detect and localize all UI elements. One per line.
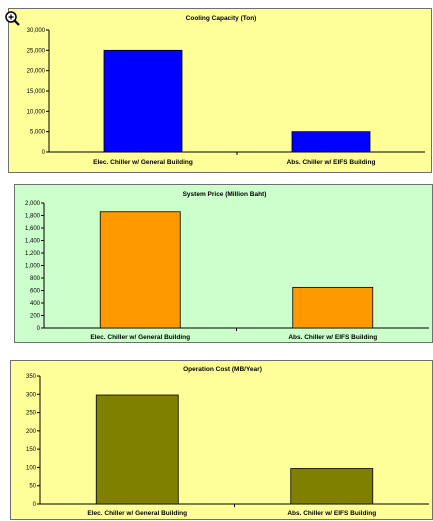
system-price-y-tick-label: 400 — [30, 301, 41, 307]
cooling-capacity-bar-abs-chiller — [291, 131, 371, 153]
cooling-capacity-y-tick-label: 0 — [42, 150, 46, 156]
system-price-y-tick-label: 1,000 — [25, 264, 41, 270]
system-price-bar-elec-chiller — [99, 211, 181, 329]
operation-cost-category-label: Elec. Chiller w/ General Building — [87, 510, 187, 517]
system-price-y-tick-label: 600 — [30, 289, 41, 295]
cooling-capacity-bar-elec-chiller — [103, 49, 183, 153]
operation-cost-y-tick-label: 50 — [29, 484, 36, 490]
cooling-capacity-category-label: Elec. Chiller w/ General Building — [93, 159, 193, 166]
operation-cost-y-tick-label: 350 — [26, 374, 37, 380]
cooling-capacity-y-tick-label: 30,000 — [27, 28, 46, 34]
operation-cost-category-label: Abs. Chiller w/ EIFS Building — [287, 510, 376, 517]
cooling-capacity-chart-panel: Cooling Capacity (Ton) 0 5,000 10,000 15,000… — [8, 8, 432, 173]
cooling-capacity-y-tick-label: 10,000 — [27, 109, 46, 115]
system-price-chart-title: System Price (Million Baht) — [183, 191, 267, 198]
system-price-y-tick-label: 0 — [37, 326, 41, 332]
operation-cost-chart: Operation Cost (MB/Year) 0 50 100 150 200 250 3… — [26, 366, 429, 517]
system-price-y-tick-label: 1,200 — [25, 251, 41, 257]
operation-cost-bar-abs-chiller — [290, 468, 374, 505]
operation-cost-y-tick-label: 100 — [26, 465, 37, 471]
operation-cost-chart-title: Operation Cost (MB/Year) — [183, 366, 262, 373]
operation-cost-y-tick-label: 300 — [26, 392, 37, 398]
system-price-chart: System Price (Million Baht) 0 200 400 600 800… — [25, 191, 429, 341]
operation-cost-bar-elec-chiller — [95, 394, 179, 505]
system-price-y-tick-label: 1,800 — [25, 214, 41, 220]
operation-cost-y-tick-label: 150 — [26, 447, 37, 453]
operation-cost-chart-panel: Operation Cost (MB/Year) 0 50 100 150 200 250 3… — [10, 360, 433, 520]
system-price-category-label: Abs. Chiller w/ EIFS Building — [288, 334, 377, 341]
system-price-category-label: Elec. Chiller w/ General Building — [90, 334, 190, 341]
system-price-chart-panel: System Price (Million Baht) 0 200 400 600 800… — [14, 184, 433, 343]
operation-cost-y-tick-label: 0 — [33, 502, 37, 508]
zoom-in-magnifier-icon — [4, 10, 22, 28]
operation-cost-y-tick-label: 200 — [26, 429, 37, 435]
cooling-capacity-y-tick-label: 5,000 — [30, 130, 46, 136]
cooling-capacity-chart-title: Cooling Capacity (Ton) — [186, 15, 257, 22]
operation-cost-y-tick-label: 250 — [26, 411, 37, 417]
cooling-capacity-chart: Cooling Capacity (Ton) 0 5,000 10,000 15,000… — [27, 15, 425, 166]
cooling-capacity-y-tick-label: 25,000 — [27, 48, 46, 54]
cooling-capacity-y-tick-label: 20,000 — [27, 69, 46, 75]
system-price-y-tick-label: 2,000 — [25, 201, 41, 207]
system-price-y-tick-label: 200 — [30, 314, 41, 320]
system-price-y-tick-label: 800 — [30, 276, 41, 282]
system-price-y-tick-label: 1,600 — [25, 226, 41, 232]
system-price-y-tick-label: 1,400 — [25, 239, 41, 245]
cooling-capacity-y-tick-label: 15,000 — [27, 89, 46, 95]
system-price-bar-abs-chiller — [292, 286, 374, 329]
cooling-capacity-category-label: Abs. Chiller w/ EIFS Building — [287, 159, 376, 166]
